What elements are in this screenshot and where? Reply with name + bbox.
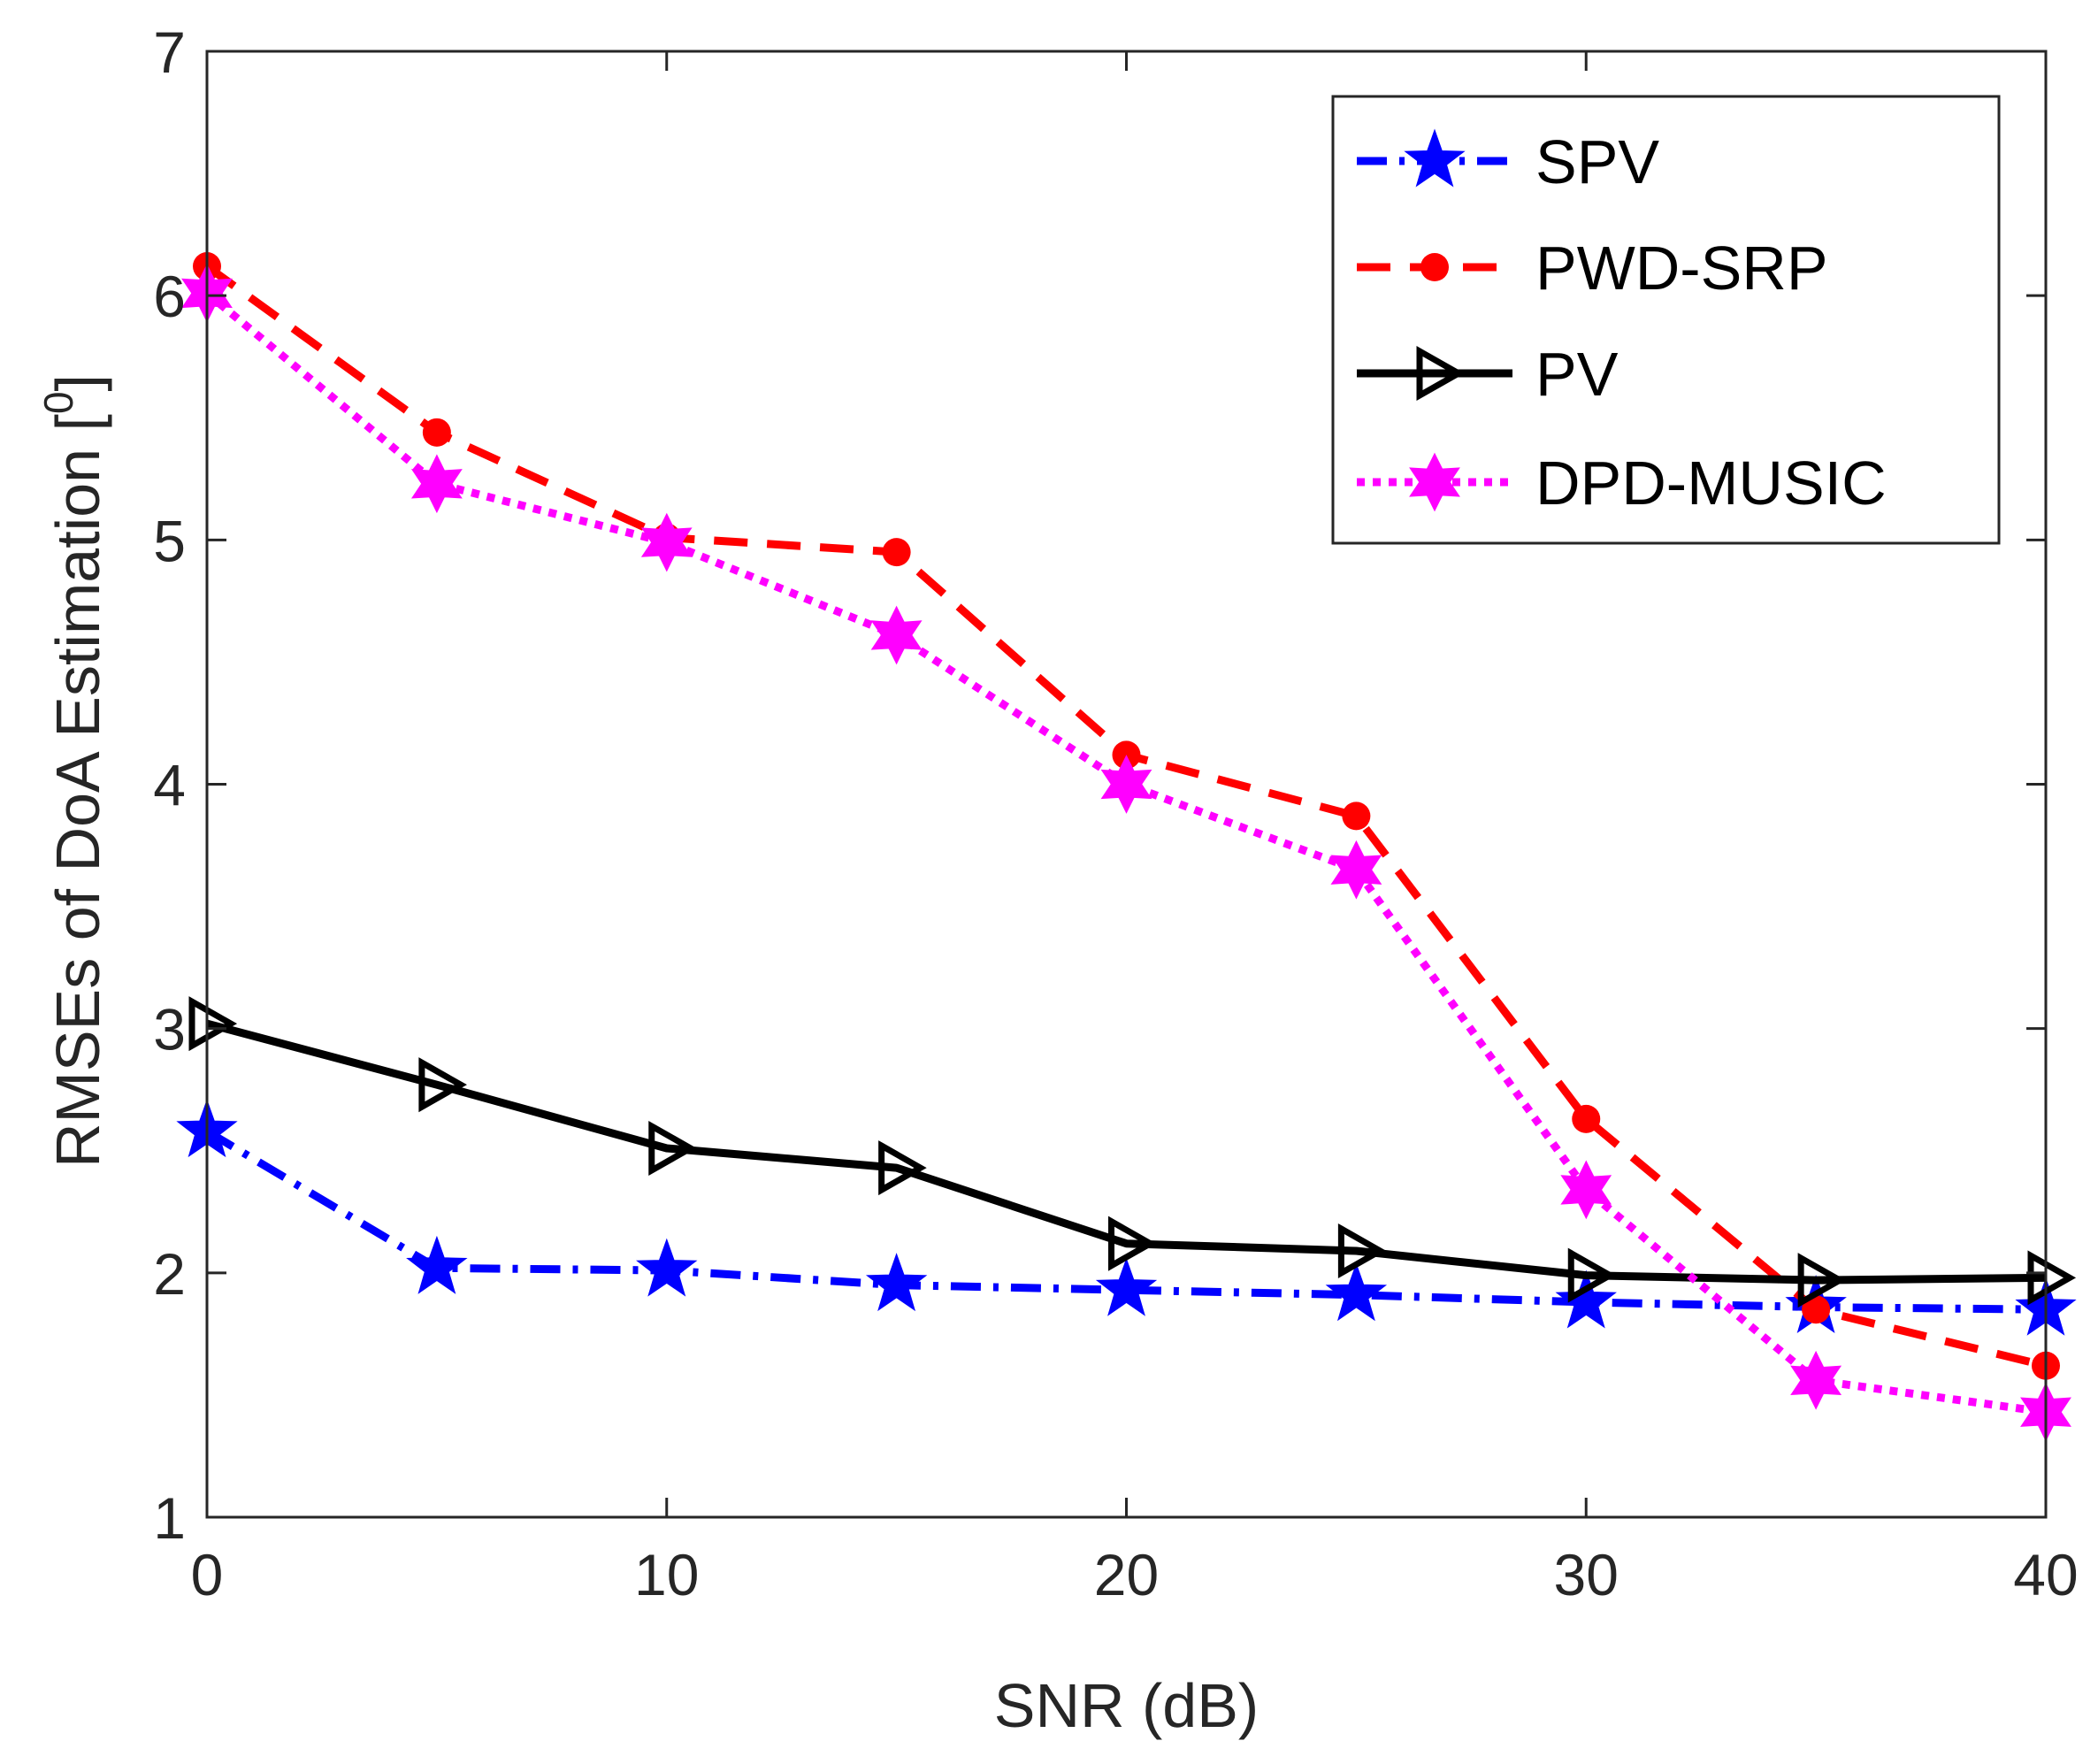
y-tick-label: 1 bbox=[153, 1485, 186, 1551]
legend-entry-dpd-music: DPD-MUSIC bbox=[1357, 449, 1887, 518]
legend-marker-pwd-srp bbox=[1420, 253, 1449, 281]
y-tick-label: 3 bbox=[153, 997, 186, 1062]
data-point-dpd-music bbox=[640, 512, 693, 572]
data-point-pv bbox=[878, 1140, 927, 1196]
x-tick-label: 10 bbox=[634, 1542, 699, 1607]
data-point-pwd-srp bbox=[1342, 801, 1371, 831]
data-point-dpd-music bbox=[870, 605, 923, 665]
series-pv bbox=[188, 996, 2077, 1308]
legend-marker-pv bbox=[1416, 345, 1466, 402]
y-axis-label-main: RMSEs of DoA Estimation [ bbox=[43, 414, 112, 1168]
data-point-spv bbox=[406, 1235, 468, 1294]
data-point-pv bbox=[188, 996, 238, 1052]
data-point-spv bbox=[1095, 1257, 1158, 1316]
y-axis-label-superscript: 0 bbox=[35, 391, 81, 414]
data-point-dpd-music bbox=[1560, 1160, 1612, 1220]
data-point-spv bbox=[1555, 1269, 1617, 1329]
x-axis-label: SNR (dB) bbox=[994, 1671, 1259, 1740]
axes-layer: 0 10 20 30 40 1 2 3 4 5 6 7 bbox=[153, 19, 2078, 1607]
legend-marker-spv bbox=[1404, 128, 1466, 188]
data-point-dpd-music bbox=[1330, 840, 1382, 900]
data-point-spv bbox=[1325, 1262, 1388, 1322]
data-point-pv bbox=[2027, 1250, 2077, 1306]
y-axis-label: RMSEs of DoA Estimation [0] bbox=[35, 374, 112, 1168]
data-point-pwd-srp bbox=[1802, 1295, 1831, 1324]
data-point-pwd-srp bbox=[1572, 1104, 1601, 1133]
y-tick-label: 2 bbox=[153, 1241, 186, 1307]
x-tick-label: 20 bbox=[1094, 1542, 1159, 1607]
data-point-spv bbox=[636, 1238, 698, 1297]
y-tick-label: 7 bbox=[153, 19, 186, 85]
legend-entry-pwd-srp: PWD-SRP bbox=[1357, 234, 1828, 303]
legend-entries: SPV PWD-SRP PV DPD-MUSIC bbox=[1357, 127, 1887, 518]
legend-label-pwd-srp: PWD-SRP bbox=[1535, 234, 1828, 303]
data-point-spv bbox=[865, 1253, 928, 1312]
legend-entry-spv: SPV bbox=[1357, 127, 1659, 196]
data-point-pv bbox=[648, 1120, 697, 1177]
legend: SPV PWD-SRP PV DPD-MUSIC bbox=[1331, 95, 2001, 545]
data-point-dpd-music bbox=[1100, 755, 1152, 814]
data-point-pv bbox=[1337, 1223, 1387, 1278]
legend-marker-dpd-music bbox=[1409, 452, 1460, 512]
legend-entry-pv: PV bbox=[1357, 340, 1619, 409]
data-point-dpd-music bbox=[410, 454, 463, 514]
series-layer bbox=[176, 252, 2077, 1442]
y-tick-label: 5 bbox=[153, 508, 186, 573]
x-tick-label: 0 bbox=[191, 1542, 224, 1607]
legend-label-pv: PV bbox=[1535, 340, 1619, 409]
x-tick-label: 40 bbox=[2013, 1542, 2078, 1607]
data-point-pv bbox=[1108, 1216, 1157, 1271]
series-line-spv bbox=[204, 1127, 2047, 1314]
y-axis-label-end: ] bbox=[43, 374, 112, 391]
data-point-pwd-srp bbox=[422, 418, 451, 447]
y-tick-label: 4 bbox=[153, 753, 186, 818]
legend-label-dpd-music: DPD-MUSIC bbox=[1535, 449, 1887, 518]
series-line-pv bbox=[205, 1019, 2047, 1285]
data-point-pv bbox=[418, 1057, 467, 1113]
data-point-pv bbox=[1567, 1247, 1617, 1303]
x-tick-label: 30 bbox=[1554, 1542, 1619, 1607]
data-point-pwd-srp bbox=[882, 538, 911, 567]
data-point-dpd-music bbox=[1790, 1350, 1842, 1410]
data-point-pv bbox=[1797, 1253, 1847, 1308]
legend-label-spv: SPV bbox=[1535, 127, 1659, 196]
y-tick-label: 6 bbox=[153, 264, 186, 329]
